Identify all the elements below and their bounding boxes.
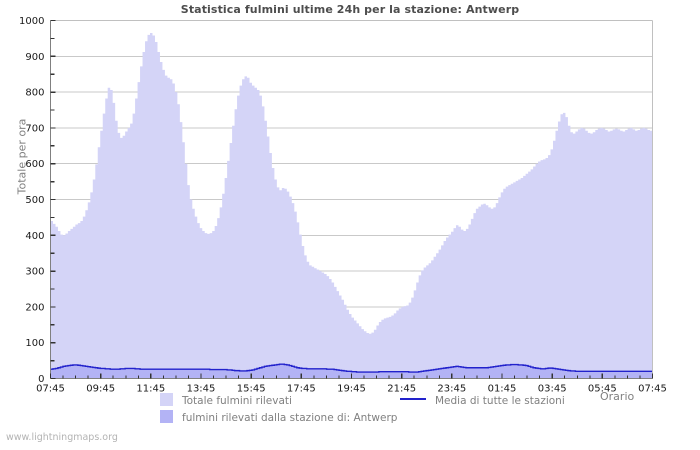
legend-line-average — [400, 398, 426, 400]
legend-label-station: fulmini rilevati dalla stazione di: Antw… — [182, 412, 398, 424]
svg-text:600: 600 — [25, 159, 44, 170]
x-tick-labels: 07:45 09:45 11:45 13:45 15:45 17:45 19:45 21:45… — [36, 384, 667, 395]
x-axis-label: Orario — [600, 390, 635, 403]
chart-legend: Totale fulmini rilevati fulmini rilevati… — [0, 391, 700, 425]
legend-swatch-total — [160, 393, 173, 406]
svg-text:300: 300 — [25, 267, 44, 278]
svg-text:13:45: 13:45 — [187, 384, 216, 395]
svg-text:19:45: 19:45 — [337, 384, 366, 395]
legend-item-station: fulmini rilevati dalla stazione di: Antw… — [160, 408, 398, 424]
svg-text:09:45: 09:45 — [86, 384, 115, 395]
svg-text:03:45: 03:45 — [538, 384, 567, 395]
watermark: www.lightningmaps.org — [6, 432, 118, 443]
svg-text:17:45: 17:45 — [287, 384, 316, 395]
svg-text:200: 200 — [25, 302, 44, 313]
svg-text:900: 900 — [25, 52, 44, 63]
svg-text:01:45: 01:45 — [488, 384, 517, 395]
svg-text:05:45: 05:45 — [588, 384, 617, 395]
chart-title: Statistica fulmini ultime 24h per la sta… — [180, 3, 520, 16]
series-line-average — [50, 363, 653, 373]
svg-text:700: 700 — [25, 123, 44, 134]
svg-text:400: 400 — [25, 231, 44, 242]
svg-text:800: 800 — [25, 88, 44, 99]
svg-text:15:45: 15:45 — [237, 384, 266, 395]
legend-swatch-station — [160, 410, 173, 423]
svg-text:0: 0 — [38, 374, 44, 385]
svg-text:1000: 1000 — [19, 16, 44, 27]
series-area-total — [50, 33, 653, 379]
legend-label-total: Totale fulmini rilevati — [182, 395, 292, 407]
svg-text:21:45: 21:45 — [387, 384, 416, 395]
legend-label-average: Media di tutte le stazioni — [435, 395, 565, 407]
svg-text:500: 500 — [25, 195, 44, 206]
svg-text:07:45: 07:45 — [638, 384, 667, 395]
svg-text:23:45: 23:45 — [437, 384, 466, 395]
svg-text:11:45: 11:45 — [136, 384, 165, 395]
svg-text:07:45: 07:45 — [36, 384, 65, 395]
y-tick-labels: 0 100 200 300 400 500 600 700 800 900 1000 — [19, 16, 44, 385]
legend-item-average: Media di tutte le stazioni — [400, 391, 565, 407]
legend-item-total: Totale fulmini rilevati — [160, 391, 292, 407]
svg-text:100: 100 — [25, 338, 44, 349]
axes — [49, 19, 654, 380]
